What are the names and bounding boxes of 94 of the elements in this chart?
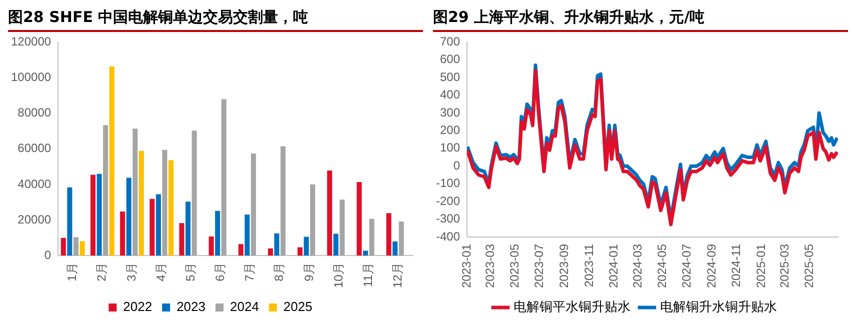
x-tick-label: 7月 <box>242 262 257 282</box>
y-tick-label: 100 <box>440 140 460 155</box>
y-tick-label: 120000 <box>10 34 52 49</box>
bar <box>356 182 362 256</box>
bar <box>168 160 174 256</box>
chart-title: 图28 SHFE 中国电解铜单边交易交割量，吨 <box>8 8 423 32</box>
bar <box>103 125 108 256</box>
y-tick-label: 0 <box>44 248 52 262</box>
y-tick-label: 200 <box>440 123 460 138</box>
x-tick-label: 10月 <box>331 262 346 288</box>
bar <box>60 238 66 256</box>
x-tick-label: 2025-03 <box>778 244 792 288</box>
y-tick-label: -100 <box>436 176 460 190</box>
bar <box>208 236 214 256</box>
chart-title: 图29 上海平水铜、升水铜升贴水，元/吨 <box>433 8 848 32</box>
x-tick-label: 4月 <box>154 262 168 282</box>
bar <box>120 212 126 256</box>
y-tick-label: 500 <box>440 70 460 84</box>
y-tick-label: 20000 <box>18 212 52 226</box>
x-tick-label: 11月 <box>360 262 375 288</box>
bar <box>386 213 392 256</box>
bar <box>90 174 96 256</box>
bar <box>73 237 78 256</box>
bar <box>398 222 404 256</box>
x-tick-label: 2月 <box>94 262 109 282</box>
bar <box>156 194 161 256</box>
bar <box>185 202 191 256</box>
x-tick-label: 1月 <box>65 262 80 282</box>
x-tick-label: 6月 <box>213 262 228 282</box>
y-tick-label: 300 <box>440 105 460 120</box>
x-tick-label: 3月 <box>124 262 138 282</box>
x-tick-label: 2023-05 <box>508 244 522 288</box>
bar <box>362 250 368 256</box>
y-tick-label: 700 <box>440 34 460 49</box>
bar <box>138 150 144 256</box>
y-tick-label: 600 <box>440 52 460 66</box>
bar <box>250 154 256 256</box>
bar <box>244 214 250 256</box>
legend-label: 2025 <box>283 299 312 314</box>
y-tick-label: 40000 <box>18 176 52 191</box>
y-tick-label: 80000 <box>18 106 52 120</box>
bar <box>162 150 168 256</box>
bar <box>150 198 155 256</box>
x-tick-label: 2023-03 <box>483 244 498 288</box>
bar <box>109 66 114 256</box>
y-tick-label: 60000 <box>18 141 52 156</box>
bar <box>215 210 220 256</box>
bar <box>179 223 184 256</box>
x-tick-label: 2025-01 <box>754 244 768 288</box>
bar <box>221 99 226 256</box>
y-tick-label: -300 <box>436 212 460 226</box>
bar <box>126 178 132 256</box>
x-tick-label: 5月 <box>183 262 198 282</box>
legend-label: 电解铜平水铜升贴水 <box>514 299 630 314</box>
bar <box>327 170 332 256</box>
y-tick-label: -200 <box>436 194 460 208</box>
bar <box>310 184 316 256</box>
x-tick-label: 2023-09 <box>557 244 572 288</box>
bar <box>67 187 72 256</box>
bar <box>280 146 286 256</box>
bar <box>392 241 398 256</box>
bar <box>304 236 309 256</box>
x-tick-label: 2024-03 <box>630 244 645 288</box>
x-tick-label: 2024-11 <box>729 244 744 288</box>
x-tick-label: 2023-11 <box>582 244 596 288</box>
x-tick-label: 8月 <box>272 262 286 282</box>
bar <box>238 244 244 256</box>
bar <box>333 234 338 256</box>
x-tick-label: 2024-01 <box>606 244 620 288</box>
bar <box>96 174 102 256</box>
x-tick-label: 2024-09 <box>704 244 719 288</box>
bar <box>340 200 345 256</box>
y-tick-label: 400 <box>440 88 460 102</box>
x-tick-label: 9月 <box>302 262 316 282</box>
y-tick-label: 0 <box>453 158 460 172</box>
y-tick-label: -400 <box>436 229 460 244</box>
legend-label: 2023 <box>176 299 206 314</box>
bar <box>369 218 374 256</box>
bar <box>192 130 197 256</box>
legend-label: 电解铜升水铜升贴水 <box>660 299 777 314</box>
bar <box>80 241 85 256</box>
y-tick-label: 100000 <box>10 70 52 84</box>
x-tick-label: 2025-05 <box>802 244 816 288</box>
bar <box>132 128 138 256</box>
x-tick-label: 2024-05 <box>655 244 670 288</box>
bar <box>298 247 303 256</box>
x-tick-label: 2023-01 <box>459 244 474 288</box>
bar <box>274 233 280 256</box>
legend-label: 2022 <box>123 299 152 314</box>
x-tick-label: 2023-07 <box>532 244 546 288</box>
bar <box>268 248 273 256</box>
x-tick-label: 2024-07 <box>680 244 694 288</box>
x-tick-label: 12月 <box>390 262 405 288</box>
legend-label: 2024 <box>230 299 259 314</box>
